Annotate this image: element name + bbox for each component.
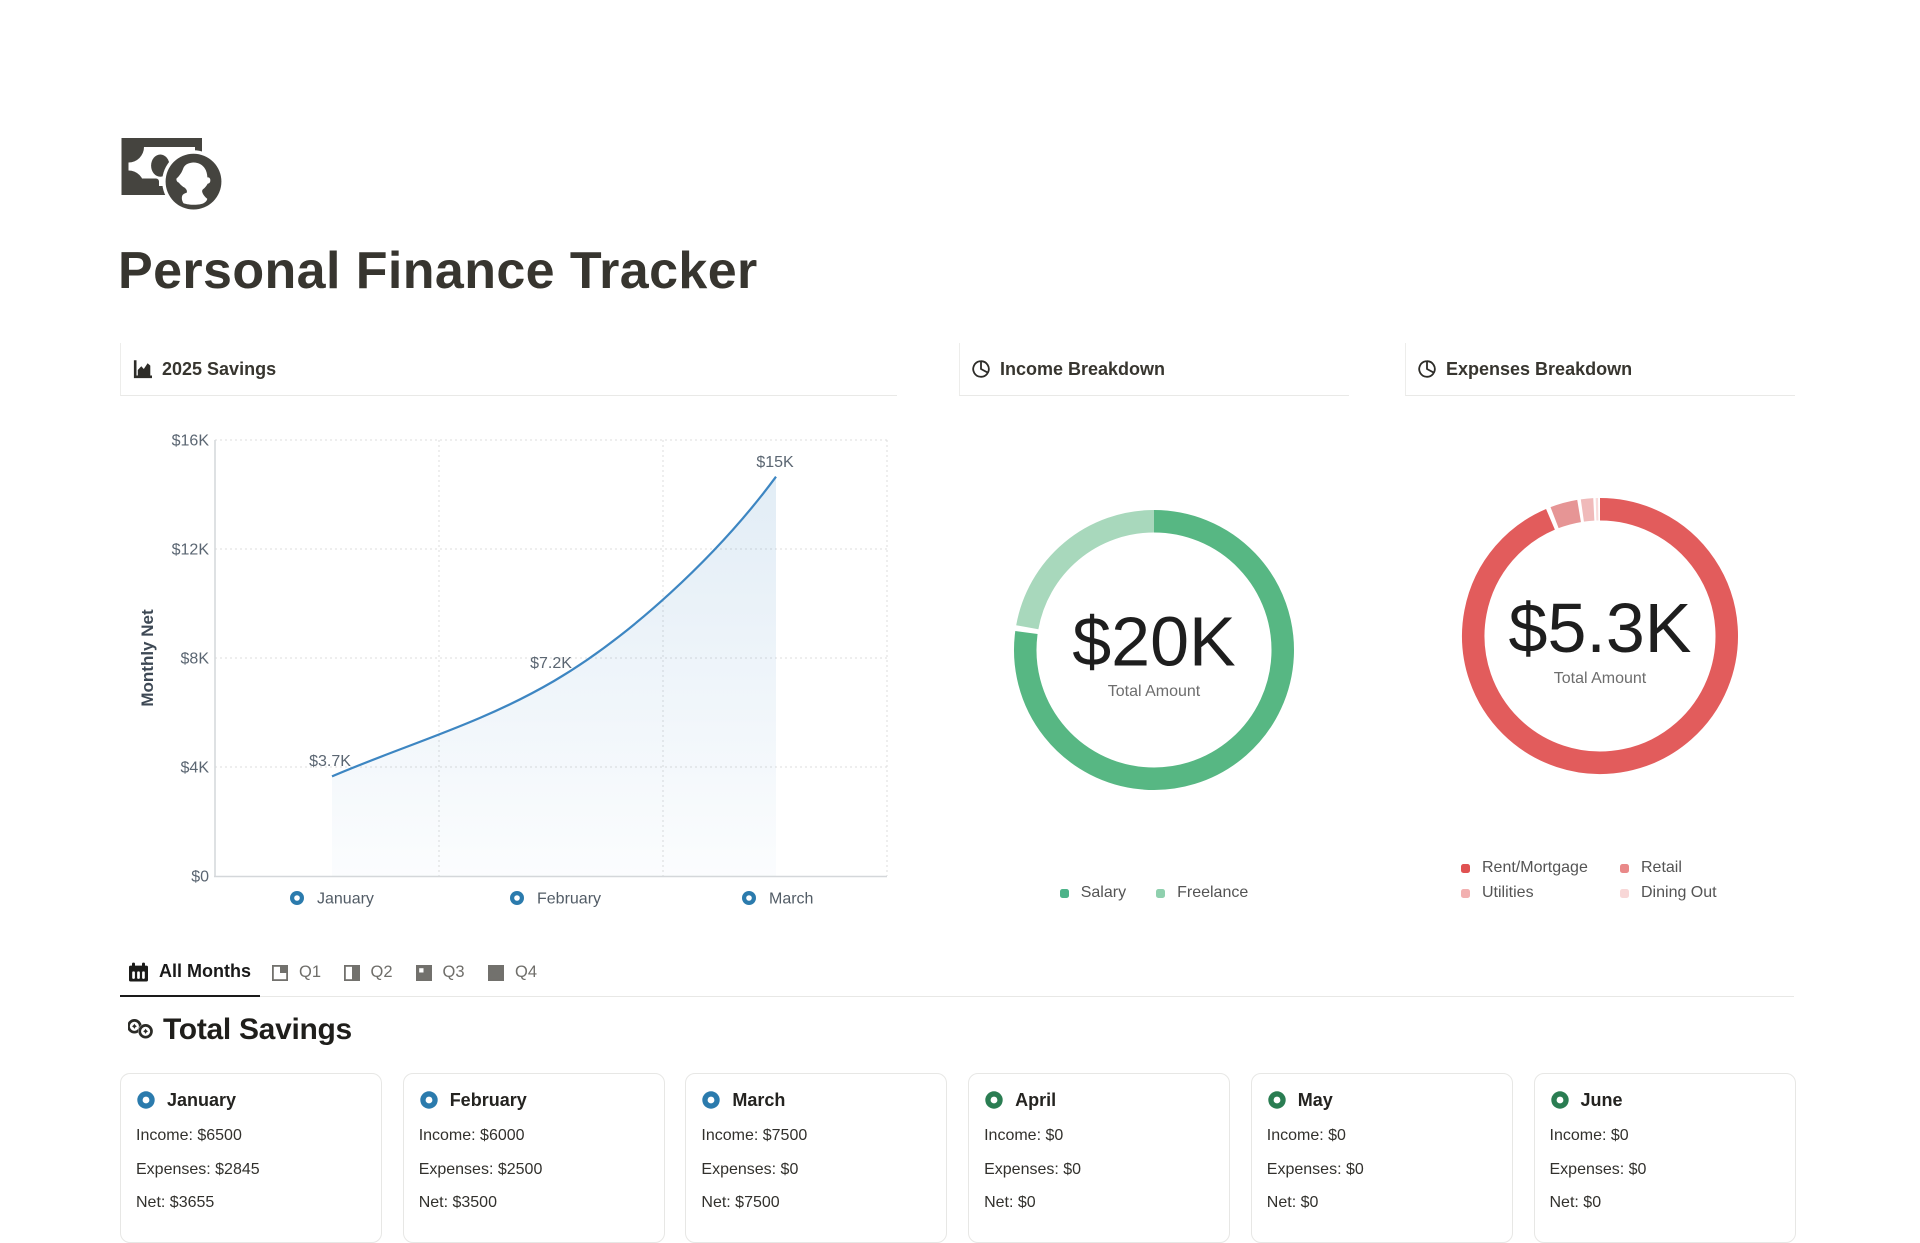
- svg-text:$8K: $8K: [181, 651, 210, 668]
- svg-text:$12K: $12K: [172, 542, 210, 559]
- svg-text:March: March: [769, 891, 813, 908]
- svg-text:Total Amount: Total Amount: [1108, 683, 1201, 700]
- svg-text:$20K: $20K: [1072, 603, 1235, 681]
- svg-text:$15K: $15K: [756, 454, 794, 471]
- svg-text:Monthly Net: Monthly Net: [138, 609, 157, 707]
- svg-text:$3.7K: $3.7K: [309, 753, 351, 770]
- svg-text:$4K: $4K: [181, 760, 210, 777]
- svg-text:Total Amount: Total Amount: [1554, 670, 1647, 687]
- svg-text:February: February: [537, 891, 601, 908]
- svg-text:$5.3K: $5.3K: [1509, 589, 1692, 667]
- svg-text:$7.2K: $7.2K: [530, 655, 572, 672]
- svg-text:January: January: [317, 891, 374, 908]
- svg-text:$16K: $16K: [172, 433, 210, 450]
- svg-text:$0: $0: [191, 869, 209, 886]
